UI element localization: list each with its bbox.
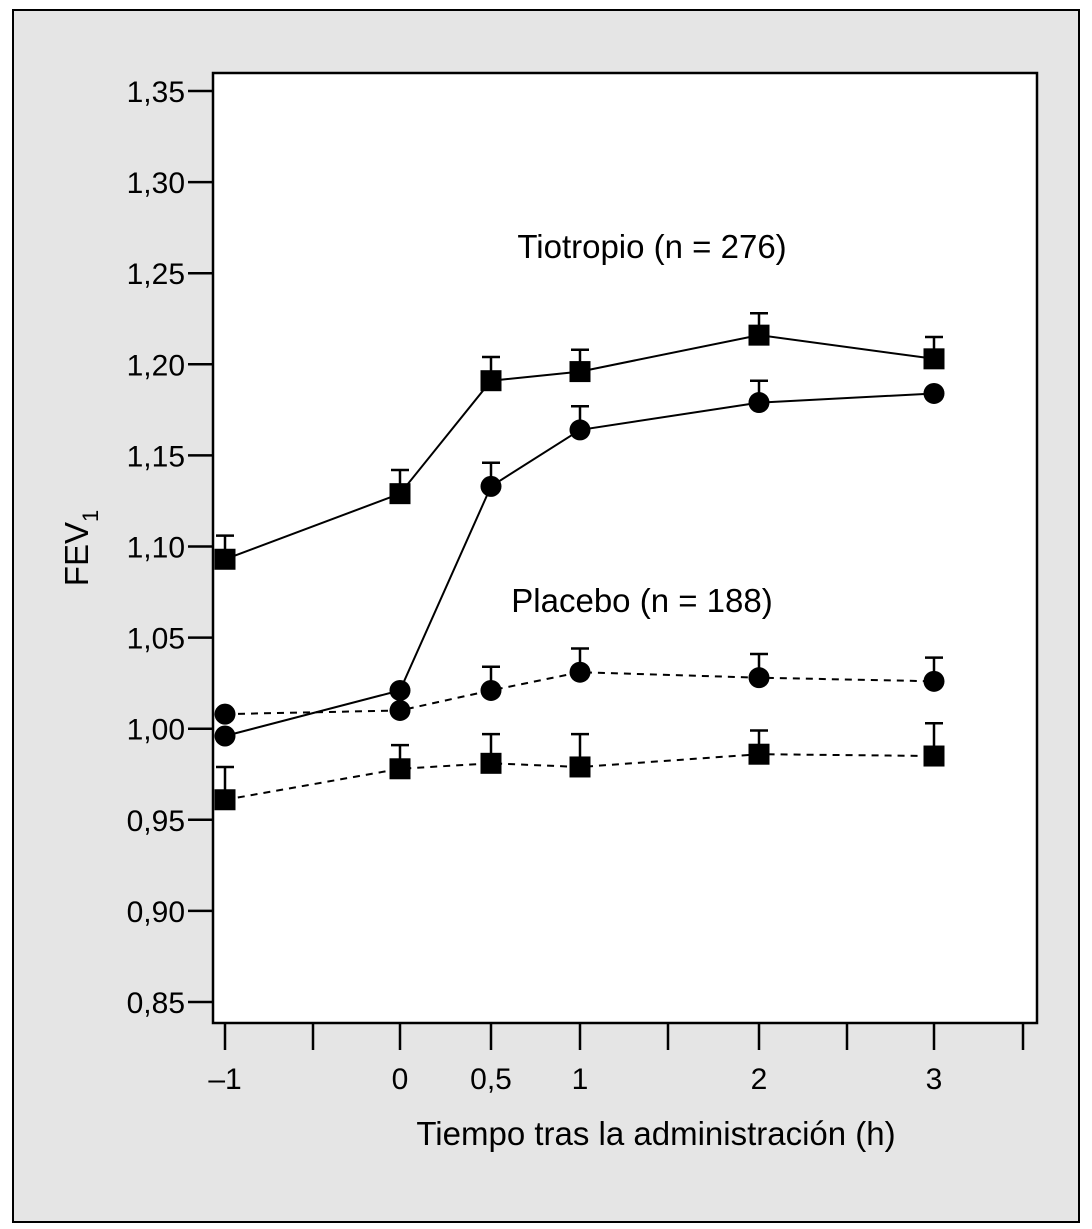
data-point-circle <box>569 661 591 683</box>
data-point-square <box>214 789 236 811</box>
x-tick-label: 0,5 <box>470 1063 512 1096</box>
y-axis-title-main: FEV <box>58 522 95 586</box>
x-tick-label: 1 <box>572 1063 589 1096</box>
x-tick-label: 2 <box>751 1063 768 1096</box>
data-point-square <box>480 370 502 392</box>
data-point-circle <box>389 699 411 721</box>
y-tick-label: 0,95 <box>127 805 185 838</box>
y-tick-label: 0,90 <box>127 896 185 929</box>
x-axis-title: Tiempo tras la administración (h) <box>416 1115 895 1152</box>
data-point-square <box>923 348 945 370</box>
y-tick-label: 1,20 <box>127 349 185 382</box>
data-point-circle <box>389 679 411 701</box>
data-point-circle <box>480 475 502 497</box>
data-point-square <box>923 745 945 767</box>
data-point-circle <box>748 667 770 689</box>
series-line <box>224 392 935 737</box>
plot-area <box>211 71 1039 1025</box>
data-point-square <box>748 324 770 346</box>
series-line <box>224 334 935 561</box>
y-tick-label: 1,10 <box>127 532 185 565</box>
data-point-circle <box>480 679 502 701</box>
series-placebo-circle <box>214 647 945 725</box>
data-point-circle <box>748 392 770 414</box>
data-point-circle <box>923 382 945 404</box>
y-axis: 0,85 0,90 0,95 1,00 1,05 1,10 1,15 1,20 1,25 1,30… <box>127 76 213 1020</box>
y-axis-title-group: FEV1 <box>58 510 103 586</box>
data-point-circle <box>214 703 236 725</box>
series-line <box>224 671 935 716</box>
x-axis: –1 0 0,5 1 2 3 <box>208 1023 1025 1096</box>
annotation-tiotropio: Tiotropio (n = 276) <box>517 228 786 265</box>
x-tick-label: 3 <box>926 1063 943 1096</box>
data-point-circle <box>214 725 236 747</box>
y-tick-label: 1,35 <box>127 76 185 109</box>
x-tick-label: 0 <box>392 1063 409 1096</box>
data-point-square <box>569 756 591 778</box>
y-tick-label: 1,15 <box>127 440 185 473</box>
series-line <box>224 753 935 801</box>
y-axis-title-subscript: 1 <box>78 510 103 522</box>
y-axis-title: FEV1 <box>58 510 103 586</box>
series-placebo-square <box>214 721 945 811</box>
data-point-square <box>389 758 411 780</box>
data-point-square <box>214 548 236 570</box>
data-point-square <box>389 483 411 505</box>
annotation-placebo: Placebo (n = 188) <box>511 582 772 619</box>
data-point-circle <box>923 670 945 692</box>
data-point-square <box>569 361 591 383</box>
series-tiotropio-circle <box>214 379 945 747</box>
y-tick-label: 1,05 <box>127 623 185 656</box>
series-tiotropio-square <box>214 312 945 570</box>
y-tick-label: 1,30 <box>127 167 185 200</box>
y-tick-label: 1,25 <box>127 258 185 291</box>
data-point-square <box>480 752 502 774</box>
series-layer <box>214 312 945 811</box>
data-point-circle <box>569 419 591 441</box>
y-tick-label: 1,00 <box>127 714 185 747</box>
x-tick-label: –1 <box>208 1063 241 1096</box>
data-point-square <box>748 743 770 765</box>
y-tick-label: 0,85 <box>127 987 185 1020</box>
